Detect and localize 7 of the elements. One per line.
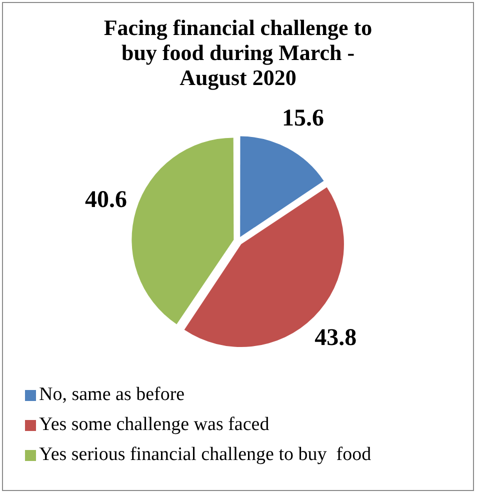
data-label: 15.6 [282, 105, 324, 132]
chart-title: Facing financial challenge to buy food during March - August 2020 [102, 15, 374, 90]
legend-label: Yes some challenge was faced [39, 413, 270, 437]
data-label: 43.8 [314, 324, 357, 351]
legend-label: No, same as before [39, 383, 185, 407]
data-label: 40.6 [84, 187, 127, 214]
legend-label: Yes serious financial challenge to buy food [39, 443, 372, 467]
